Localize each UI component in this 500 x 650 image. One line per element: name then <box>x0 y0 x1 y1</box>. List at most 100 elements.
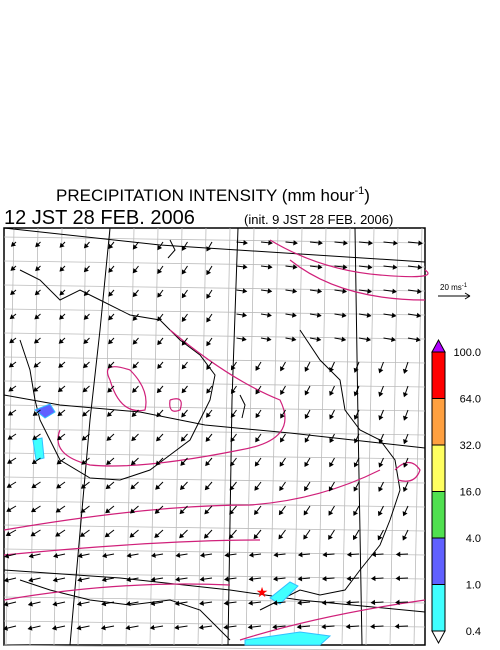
wind-head <box>367 288 372 294</box>
wind-head <box>130 460 136 466</box>
wind-head <box>255 389 261 395</box>
wind-head <box>292 288 298 294</box>
wind-head <box>321 599 327 606</box>
wind-head <box>129 508 136 514</box>
wind-head <box>106 435 112 441</box>
wind-head <box>34 314 40 320</box>
grid-line <box>365 227 375 646</box>
grid-line <box>3 452 426 460</box>
contour <box>3 539 261 556</box>
wind-head <box>242 288 248 294</box>
wind-head <box>415 336 421 343</box>
wind-head <box>241 336 247 342</box>
wind-head <box>371 551 376 558</box>
wind-head <box>242 264 248 270</box>
contour <box>289 259 426 301</box>
contour <box>394 461 421 482</box>
lon-line <box>227 227 239 646</box>
wind-head <box>57 387 64 393</box>
wind-head <box>329 437 335 444</box>
wind-head <box>106 460 112 465</box>
wind-head <box>81 459 87 465</box>
wind-head <box>394 623 400 630</box>
wind-head <box>304 390 310 396</box>
grid-line <box>3 500 426 508</box>
wind-head <box>341 336 347 342</box>
wind-head <box>229 485 235 491</box>
wind-head <box>377 510 383 517</box>
lat-line <box>3 394 426 449</box>
wind-head <box>132 291 138 298</box>
wind-head <box>403 462 409 468</box>
colorbar-label: 64.0 <box>460 394 481 406</box>
wind-head <box>126 552 132 559</box>
grid-line <box>3 308 426 316</box>
wind-head <box>179 484 186 490</box>
wind-head <box>105 484 111 490</box>
wind-head <box>32 435 38 440</box>
colorbar-segment <box>431 351 446 399</box>
wind-head <box>105 508 111 514</box>
wind-head <box>3 601 9 607</box>
map: ★ <box>3 227 429 650</box>
wind-head <box>199 600 204 606</box>
wind-head <box>278 534 284 540</box>
wind-head <box>255 412 261 419</box>
wind-head <box>106 411 113 417</box>
wind-head <box>224 576 229 582</box>
wind-head <box>353 367 359 373</box>
wind-head <box>157 363 163 369</box>
precipitation <box>32 403 332 646</box>
wind-head <box>418 240 423 246</box>
wind-head <box>248 552 254 558</box>
wind-head <box>224 552 230 558</box>
wind-head <box>254 461 260 467</box>
wind-head <box>101 600 107 607</box>
wind-head <box>291 336 297 342</box>
wind-head <box>395 599 400 606</box>
wind-head <box>6 483 12 488</box>
precip-area <box>32 437 45 461</box>
wind-head <box>102 552 107 559</box>
wind-head <box>205 436 211 442</box>
wind-head <box>329 414 335 420</box>
wind-head <box>393 240 398 246</box>
reference-vector: 20 ms-1 <box>438 283 471 300</box>
wind-head <box>80 508 86 513</box>
wind-head <box>125 624 131 631</box>
station-star: ★ <box>256 584 269 600</box>
grid-line <box>3 428 426 436</box>
wind-head <box>353 486 359 492</box>
wind-head <box>228 533 234 539</box>
wind-head <box>107 387 113 393</box>
wind-head <box>181 364 187 370</box>
wind-head <box>272 624 277 630</box>
wind-head <box>30 507 37 513</box>
wind-head <box>83 314 89 320</box>
wind-head <box>130 484 136 490</box>
wind-head <box>378 391 384 397</box>
grid-line <box>341 227 351 646</box>
wind-head <box>108 291 114 297</box>
wind-head <box>28 577 34 583</box>
title-close: ) <box>364 186 370 205</box>
wind-head <box>155 484 161 490</box>
wind-head <box>83 338 89 345</box>
wind-head <box>150 600 156 607</box>
wind-head <box>156 412 162 418</box>
wind-head <box>53 553 59 559</box>
wind-head <box>293 240 298 246</box>
wind-head <box>378 415 384 421</box>
wind-head <box>132 244 138 250</box>
wind-head <box>56 459 62 465</box>
wind-head <box>229 509 235 515</box>
wind-head <box>83 267 89 273</box>
grid-line <box>149 227 159 646</box>
wind-head <box>329 367 334 373</box>
wind-head <box>243 240 248 246</box>
wind-head <box>157 292 163 298</box>
wind-head <box>318 240 323 246</box>
grid-line <box>3 284 426 292</box>
wind-head <box>55 507 61 513</box>
